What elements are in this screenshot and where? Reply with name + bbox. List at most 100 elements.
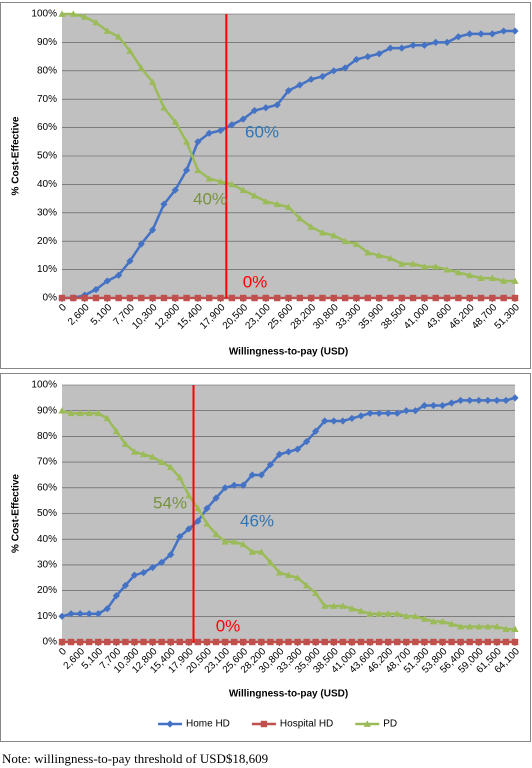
triangle-marker: [493, 622, 501, 630]
triangle-marker: [149, 453, 157, 460]
triangle-marker: [411, 612, 419, 620]
diamond-marker: [239, 481, 247, 489]
triangle-marker: [466, 622, 474, 630]
diamond-marker: [273, 101, 281, 109]
triangle-marker: [502, 625, 510, 633]
square-marker: [194, 294, 202, 302]
diamond-marker: [466, 30, 474, 38]
triangle-marker: [293, 574, 302, 581]
square-marker: [131, 638, 138, 646]
diamond-marker: [92, 285, 100, 294]
diamond-marker: [420, 41, 428, 49]
triangle-marker: [203, 520, 211, 527]
square-marker: [126, 294, 134, 302]
square-marker: [398, 294, 405, 302]
annotation: 0%: [216, 616, 241, 635]
triangle-marker: [182, 138, 191, 145]
triangle-marker: [393, 610, 401, 617]
triangle-marker: [185, 491, 193, 499]
y-tick-label: 30%: [37, 560, 57, 571]
triangle-marker: [330, 602, 338, 609]
square-marker: [285, 294, 292, 302]
diamond-marker: [420, 401, 428, 410]
triangle-marker: [248, 548, 256, 555]
annotation: 40%: [193, 189, 227, 208]
y-axis-title: % Cost-Effective: [11, 116, 22, 195]
triangle-marker: [212, 530, 220, 537]
diamond-marker: [194, 138, 202, 146]
triangle-marker: [69, 10, 77, 17]
diamond-marker: [511, 27, 519, 35]
note: Note: willingness-to-pay threshold of US…: [2, 751, 268, 766]
y-tick-label: 80%: [37, 431, 57, 442]
triangle-marker: [318, 229, 327, 236]
diamond-marker: [330, 67, 338, 75]
square-marker: [262, 294, 270, 302]
triangle-marker: [250, 192, 259, 199]
square-marker: [421, 294, 428, 302]
diamond-marker: [115, 271, 123, 279]
triangle-marker: [158, 458, 166, 465]
square-marker: [348, 638, 356, 646]
triangle-marker: [230, 538, 238, 545]
diamond-marker: [103, 277, 111, 285]
y-axis-title: % Cost-Effective: [11, 474, 22, 553]
diamond-marker: [212, 494, 220, 502]
square-marker: [249, 638, 256, 646]
triangle-marker: [167, 463, 175, 471]
square-marker: [412, 638, 419, 646]
triangle-marker: [438, 617, 447, 625]
diamond-marker: [94, 610, 102, 618]
diamond-marker: [76, 610, 84, 618]
diamond-marker: [457, 396, 465, 405]
triangle-marker: [352, 240, 361, 247]
square-marker: [477, 294, 485, 302]
diamond-marker: [130, 571, 139, 579]
square-marker: [203, 638, 211, 646]
triangle-marker: [160, 104, 168, 111]
y-tick-label: 0%: [43, 637, 58, 648]
y-tick-label: 30%: [37, 207, 57, 218]
diamond-marker: [112, 592, 120, 600]
triangle-marker: [511, 277, 519, 284]
triangle-marker: [447, 620, 456, 627]
diamond-marker: [375, 409, 383, 417]
annotation: 0%: [243, 272, 268, 291]
triangle-marker: [239, 186, 247, 193]
diamond-marker: [103, 604, 111, 613]
square-marker: [384, 638, 392, 646]
triangle-marker: [67, 409, 75, 417]
square-marker: [357, 638, 365, 646]
diamond-marker: [484, 396, 492, 405]
triangle-marker: [115, 33, 123, 40]
diamond-marker: [366, 409, 374, 417]
triangle-marker: [500, 277, 508, 284]
triangle-marker: [176, 473, 184, 481]
square-marker: [273, 294, 281, 302]
square-marker: [466, 638, 473, 646]
square-marker: [285, 638, 292, 646]
square-marker: [502, 638, 510, 646]
diamond-marker: [432, 38, 440, 46]
triangle-marker: [194, 504, 202, 512]
triangle-marker: [205, 175, 213, 182]
triangle-marker: [339, 602, 347, 609]
diamond-marker: [171, 186, 179, 194]
triangle-marker: [321, 602, 329, 609]
square-marker: [115, 294, 122, 302]
square-marker: [138, 294, 145, 302]
triangle-marker: [477, 274, 485, 281]
diamond-marker: [266, 461, 274, 469]
triangle-marker: [76, 409, 84, 417]
square-marker: [95, 638, 102, 646]
triangle-marker: [221, 538, 229, 545]
diamond-marker: [393, 409, 401, 417]
square-marker: [230, 638, 238, 646]
square-marker: [251, 294, 258, 302]
triangle-marker: [216, 177, 225, 185]
diamond-marker: [250, 106, 259, 115]
diamond-marker: [85, 610, 93, 618]
square-marker: [260, 720, 268, 728]
